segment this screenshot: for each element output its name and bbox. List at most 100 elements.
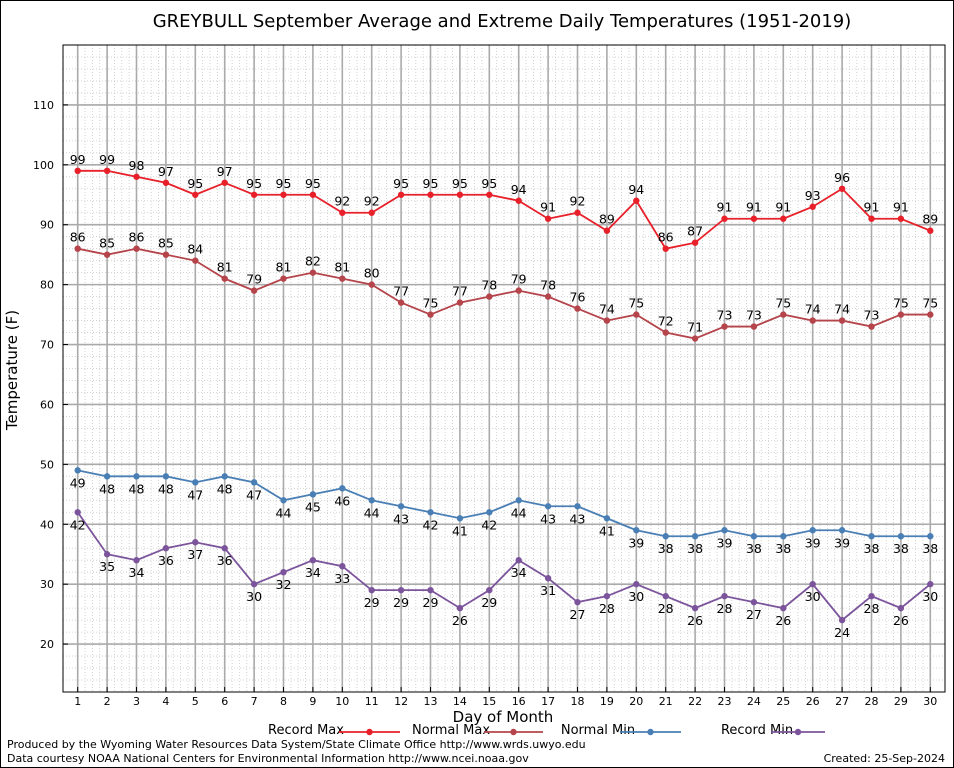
normal-max-point (603, 317, 611, 324)
record-max-data-label: 95 (393, 176, 409, 191)
record-max-point (691, 239, 699, 246)
x-tick-label: 4 (162, 695, 169, 708)
x-tick-label: 17 (541, 695, 555, 708)
normal-min-point (662, 533, 669, 540)
record-min-data-label: 26 (687, 613, 703, 628)
normal-max-data-label: 80 (364, 266, 380, 281)
normal-max-point (162, 251, 170, 258)
normal-min-point (368, 497, 375, 504)
normal-min-data-label: 43 (570, 511, 586, 526)
record-min-point (133, 557, 140, 564)
record-min-point (662, 592, 669, 600)
normal-max-data-label: 75 (423, 296, 439, 311)
normal-max-data-label: 77 (393, 284, 409, 299)
record-min-point (809, 580, 816, 588)
record-min-data-label: 29 (364, 595, 380, 610)
normal-min-data-label: 43 (393, 511, 409, 526)
y-tick-label: 30 (40, 578, 54, 591)
normal-max-point (103, 251, 111, 258)
record-min-data-label: 28 (599, 601, 615, 616)
record-min-point (162, 545, 170, 552)
normal-min-data-label: 42 (481, 517, 497, 532)
record-min-point (74, 509, 81, 516)
record-min-data-label: 31 (540, 583, 556, 598)
normal-max-data-label: 84 (187, 242, 203, 257)
record-max-data-label: 95 (481, 176, 497, 191)
record-max-point (368, 209, 375, 216)
record-max-point (633, 197, 640, 204)
record-max-point (927, 227, 934, 234)
record-max-point (721, 215, 728, 222)
record-max-point (103, 167, 111, 175)
record-min-point (868, 592, 875, 600)
record-max-point (221, 179, 228, 186)
plot-area (62, 44, 946, 693)
record-min-data-label: 29 (481, 595, 497, 610)
record-min-series: 42 35 34 36 37 36 30 32 34 33 29 29 29 26 29 34 31 27 28 30… (70, 509, 938, 640)
normal-min-point (486, 509, 493, 516)
record-min-data-label: 28 (717, 601, 733, 616)
normal-max-point (750, 323, 758, 330)
record-min-data-label: 34 (511, 565, 527, 580)
normal-min-line (77, 469, 931, 538)
normal-min-point (721, 527, 728, 534)
normal-max-data-label: 74 (805, 302, 821, 317)
normal-max-point (544, 293, 552, 300)
normal-max-point (515, 287, 522, 294)
record-max-point (309, 191, 317, 198)
record-min-line (76, 511, 931, 622)
record-min-point (721, 592, 728, 600)
record-min-data-label: 35 (99, 559, 115, 574)
normal-max-data-label: 81 (217, 260, 233, 275)
x-tick-label: 16 (512, 695, 526, 708)
record-max-data-label: 92 (570, 194, 586, 209)
normal-min-data-label: 44 (276, 505, 292, 520)
record-max-point (339, 209, 346, 216)
x-tick-label: 30 (923, 695, 937, 708)
normal-max-data-label: 73 (746, 308, 762, 323)
record-min-data-label: 30 (246, 589, 262, 604)
x-tick-label: 15 (482, 695, 496, 708)
record-min-data-label: 26 (452, 613, 468, 628)
record-max-data-label: 95 (187, 176, 203, 191)
x-tick-label: 7 (251, 695, 258, 708)
normal-max-point (662, 329, 669, 336)
x-tick-label: 20 (629, 695, 643, 708)
record-max-data-label: 91 (864, 200, 880, 215)
record-max-point (74, 167, 81, 175)
normal-min-data-label: 49 (70, 475, 86, 490)
normal-max-point (221, 275, 228, 282)
y-tick-label: 110 (33, 99, 54, 112)
record-max-point (574, 209, 581, 216)
series-layer: 99 99 98 97 95 97 95 95 95 92 92 95 95 95 95 94 91 92 89 94… (70, 152, 939, 640)
normal-min-data-label: 38 (864, 541, 880, 556)
record-min-point (280, 568, 287, 576)
normal-min-point (633, 527, 640, 534)
normal-min-point (780, 533, 787, 540)
record-min-point (456, 604, 464, 612)
normal-min-point (456, 515, 464, 522)
normal-min-data-label: 38 (893, 541, 909, 556)
normal-max-point (427, 311, 434, 318)
normal-max-point (691, 335, 699, 342)
y-axis-label: Temperature (F) (3, 310, 21, 431)
x-tick-label: 8 (280, 695, 287, 708)
normal-min-point (250, 479, 258, 486)
y-tick-label: 60 (40, 398, 54, 411)
normal-max-data-label: 81 (276, 260, 292, 275)
record-max-point (809, 203, 816, 210)
x-tick-label: 26 (806, 695, 820, 708)
normal-min-data-label: 48 (217, 481, 233, 496)
x-tick-label: 27 (835, 695, 849, 708)
normal-max-data-label: 81 (334, 260, 350, 275)
record-max-data-label: 97 (158, 164, 174, 179)
normal-min-data-label: 44 (364, 505, 380, 520)
record-max-point (192, 191, 199, 198)
record-max-data-label: 99 (99, 152, 115, 167)
record-max-point (838, 185, 846, 192)
record-min-data-label: 27 (570, 607, 586, 622)
normal-min-point (691, 533, 699, 540)
normal-min-point (838, 527, 846, 534)
record-min-data-label: 33 (334, 571, 350, 586)
record-max-point (427, 191, 434, 198)
